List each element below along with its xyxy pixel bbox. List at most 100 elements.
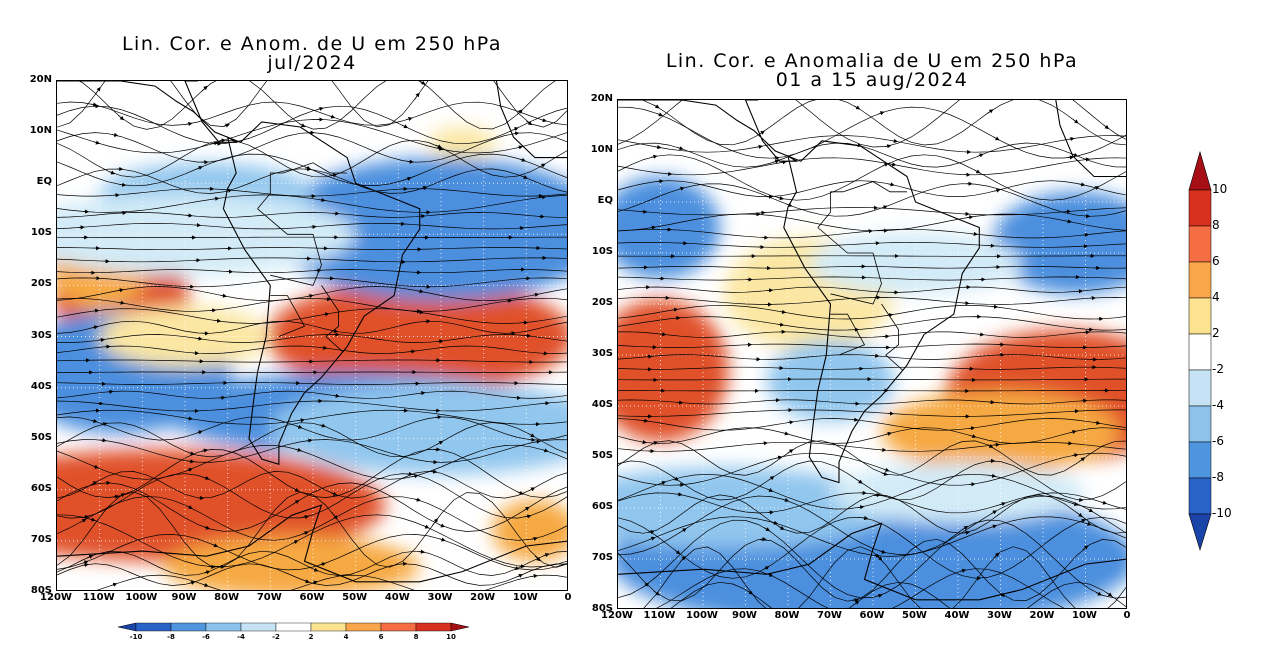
streamline: [57, 409, 567, 425]
lon-tick-label: 50W: [902, 610, 927, 621]
streamline-arrow: [319, 197, 326, 203]
streamline-arrow: [523, 506, 530, 511]
streamline: [618, 378, 1126, 381]
streamline-arrow: [302, 531, 309, 536]
streamline-arrow: [763, 566, 770, 571]
streamline-arrow: [516, 109, 523, 116]
streamline-arrow: [777, 322, 785, 327]
streamline-arrow: [186, 416, 193, 421]
anomaly-region: [992, 191, 1126, 294]
streamline-arrow: [653, 590, 660, 596]
streamline-arrow: [108, 170, 116, 175]
lat-tick-label: 70S: [30, 533, 52, 545]
colorbar-top-arrow: [1188, 150, 1212, 191]
streamline-arrow: [766, 488, 774, 492]
streamline-arrow: [653, 104, 660, 109]
lon-tick-label: 10W: [1072, 610, 1097, 621]
streamline-arrow: [435, 144, 442, 149]
streamline: [57, 277, 567, 288]
lat-tick-label: 60S: [591, 501, 613, 512]
streamline-arrow: [412, 474, 419, 479]
streamline-arrow: [82, 562, 89, 568]
anomaly-region: [618, 298, 729, 442]
south-america-coast: [783, 140, 980, 484]
streamlines: [57, 81, 567, 590]
streamline-arrow: [118, 115, 125, 121]
streamline-arrow: [656, 112, 664, 117]
lon-tick-label: 80W: [774, 610, 800, 621]
streamline-arrow: [211, 543, 219, 548]
streamline: [618, 266, 1126, 269]
streamline-arrow: [422, 524, 430, 529]
streamline: [618, 409, 1126, 417]
streamline-arrow: [101, 422, 108, 427]
hcolorbar-label: 2: [308, 633, 314, 641]
streamline: [670, 581, 1126, 608]
streamline-arrow: [1082, 545, 1089, 551]
lon-tick-label: 50W: [342, 592, 368, 603]
streamline: [618, 157, 1126, 176]
streamline-arrow: [186, 505, 193, 509]
streamline-arrow: [293, 500, 300, 505]
streamline-arrow: [506, 298, 513, 303]
streamline-arrow: [525, 514, 532, 519]
streamline-arrow: [890, 162, 897, 167]
lon-tick-label: 70W: [256, 592, 282, 603]
lat-tick-label: 10N: [590, 144, 613, 155]
lat-tick-label: 80S: [591, 603, 613, 614]
streamline: [57, 153, 567, 187]
streamline-arrow: [1071, 152, 1079, 157]
streamline: [78, 81, 556, 130]
streamline: [57, 382, 567, 385]
streamline-arrow: [643, 582, 650, 588]
streamline-arrow: [189, 580, 196, 585]
lon-tick-label: 40W: [384, 592, 410, 603]
streamline: [618, 100, 1126, 148]
streamline-arrow: [439, 537, 446, 542]
streamline: [618, 154, 1126, 201]
streamline-arrow: [296, 424, 303, 429]
central-america-coast: [618, 100, 799, 162]
streamline: [618, 494, 1126, 534]
streamline-arrow: [780, 160, 787, 165]
streamline-arrow: [518, 564, 526, 569]
panel2-map: [617, 99, 1127, 609]
streamline-arrow: [214, 318, 222, 323]
streamline-arrow: [186, 467, 193, 472]
streamline: [57, 334, 567, 343]
streamline: [57, 422, 567, 458]
hcolorbar-right-arrow: [450, 622, 470, 632]
anomaly-region: [266, 280, 567, 393]
anomaly-region: [428, 126, 497, 158]
lon-tick-label: 60W: [859, 610, 885, 621]
streamline: [618, 228, 1126, 239]
colorbar-label: -4: [1212, 398, 1224, 412]
streamline-arrow: [1065, 219, 1072, 224]
streamline-arrow: [405, 176, 412, 181]
streamline-arrow: [1072, 453, 1079, 458]
streamline-arrow: [1093, 186, 1100, 190]
lon-tick-label: 70W: [817, 610, 842, 621]
streamline-arrow: [203, 570, 211, 575]
streamline-arrow: [640, 439, 647, 445]
streamline-arrow: [539, 195, 547, 200]
lon-tick-label: 0: [1123, 610, 1131, 621]
streamline-arrow: [881, 471, 889, 476]
streamline-arrow: [787, 449, 794, 454]
lon-tick-label: 90W: [732, 610, 757, 621]
anomaly-region: [270, 157, 567, 301]
streamline-arrow: [782, 497, 790, 502]
streamline-arrow: [299, 123, 306, 128]
lat-tick-label: EQ: [36, 176, 52, 188]
streamline-arrow: [322, 312, 330, 317]
streamline: [57, 470, 567, 499]
streamline-arrow: [516, 574, 524, 578]
streamline-arrow: [202, 583, 209, 587]
streamline-arrow: [306, 438, 313, 443]
border-line: [257, 208, 322, 286]
streamline: [618, 304, 1126, 320]
colorbar-segment: [1188, 441, 1212, 479]
streamline-arrow: [212, 196, 220, 201]
horizontal-colorbar: [118, 622, 470, 632]
streamline-arrow: [417, 289, 424, 294]
